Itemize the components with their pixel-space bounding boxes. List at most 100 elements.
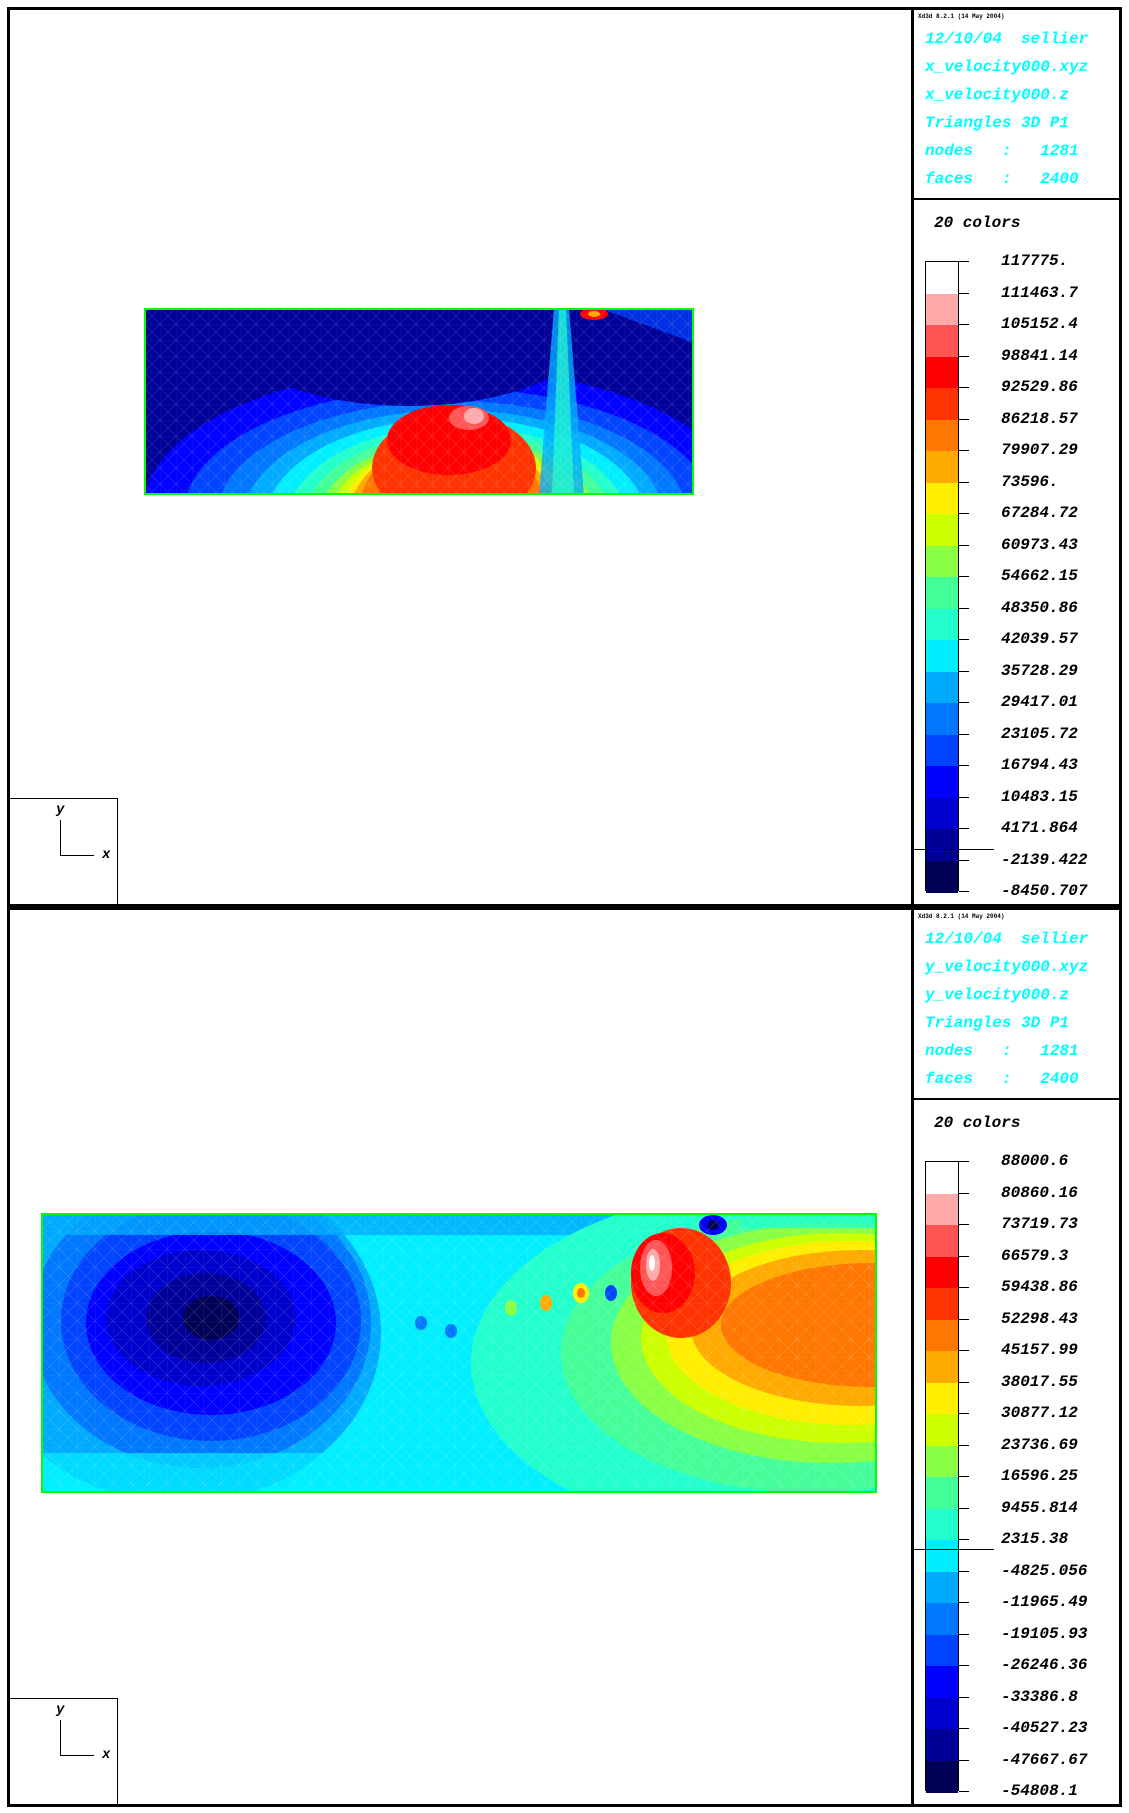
color-swatch	[926, 1162, 958, 1194]
scale-label: 60973.43	[1001, 535, 1078, 554]
scale-label: -54808.1	[1001, 1782, 1078, 1800]
color-swatch	[926, 514, 958, 546]
scale-tick	[959, 1255, 969, 1257]
color-swatch	[926, 671, 958, 704]
sidebar-separator	[914, 1098, 1119, 1100]
color-swatch	[926, 640, 958, 672]
y-axis-label: y	[56, 802, 65, 818]
x-axis-line	[60, 1755, 94, 1756]
scale-tick	[959, 1413, 969, 1414]
color-swatch	[926, 1319, 958, 1352]
info-list: 12/10/04 sellier y_velocity000.xyz y_vel…	[925, 925, 1088, 1093]
info-list: 12/10/04 sellier x_velocity000.xyz x_vel…	[925, 25, 1088, 193]
color-swatch	[926, 1256, 958, 1289]
y-axis-label: y	[56, 1702, 65, 1718]
color-swatch	[926, 1571, 958, 1604]
scale-tick	[959, 1539, 969, 1540]
scale-tick	[959, 765, 969, 766]
plot-area: y x	[10, 910, 911, 1804]
info-date: 12/10/04 sellier	[925, 30, 1089, 48]
scale-tick	[959, 733, 969, 735]
info-date: 12/10/04 sellier	[925, 930, 1089, 948]
axes-indicator: y x	[10, 798, 118, 904]
scale-label: 23105.72	[1001, 724, 1078, 743]
color-swatch	[926, 1603, 958, 1635]
scale-label: 54662.15	[1001, 567, 1078, 585]
info-faces: faces : 2400	[925, 1070, 1079, 1088]
color-swatch	[926, 1351, 958, 1383]
scale-tick	[959, 292, 969, 294]
scale-tick	[959, 261, 969, 262]
scale-tick	[959, 891, 969, 892]
scale-label: -2139.422	[1001, 850, 1088, 869]
scale-label: 9455.814	[1001, 1498, 1078, 1517]
scale-tick	[959, 607, 969, 609]
color-swatch	[926, 1477, 958, 1509]
y-axis-line	[60, 1720, 61, 1755]
scale-tick	[959, 544, 969, 546]
color-swatch	[926, 1760, 958, 1793]
scale-tick	[959, 576, 969, 577]
scale-label: 38017.55	[1001, 1372, 1078, 1391]
sidebar-separator	[914, 198, 1119, 200]
scale-tick	[959, 1318, 969, 1320]
color-swatch	[926, 451, 958, 483]
scale-tick	[959, 1507, 969, 1509]
color-swatch	[926, 325, 958, 357]
scale-tick	[959, 1381, 969, 1383]
scale-label: 98841.14	[1001, 346, 1078, 365]
scale-tick	[959, 1602, 969, 1603]
scale-tick	[959, 859, 969, 861]
scale-label: -47667.67	[1001, 1750, 1088, 1769]
scale-tick	[959, 828, 969, 829]
scale-label: -19105.93	[1001, 1624, 1088, 1643]
scale-label: 16794.43	[1001, 756, 1078, 774]
scale-label: 10483.15	[1001, 787, 1078, 806]
scale-label: -8450.707	[1001, 882, 1088, 900]
scale-label: 79907.29	[1001, 441, 1078, 459]
scale-label: 80860.16	[1001, 1183, 1078, 1202]
scale-tick	[959, 670, 969, 672]
color-swatch	[926, 766, 958, 798]
info-element-type: Triangles 3D P1	[925, 114, 1070, 132]
ncolors-label: 20 colors	[934, 1114, 1021, 1132]
scale-tick	[959, 1759, 969, 1761]
color-swatch	[926, 1382, 958, 1415]
scale-label: 48350.86	[1001, 598, 1078, 617]
color-swatch	[926, 1729, 958, 1761]
color-swatch	[926, 388, 958, 420]
scale-tick	[959, 513, 969, 514]
scale-label: -26246.36	[1001, 1656, 1088, 1674]
scale-tick	[959, 1444, 969, 1446]
scale-label: 30877.12	[1001, 1404, 1078, 1422]
panel-x-velocity: y x Xd3d 8.2.1 (14 May 2004) 12/10/04 se…	[7, 7, 1122, 907]
x-axis-label: x	[102, 847, 111, 863]
info-element-type: Triangles 3D P1	[925, 1014, 1070, 1032]
scale-tick	[959, 1728, 969, 1729]
color-scale-bar	[925, 261, 959, 893]
scale-label: 105152.4	[1001, 315, 1078, 333]
scale-label: 117775.	[1001, 252, 1069, 270]
info-nodes: nodes : 1281	[925, 142, 1079, 160]
scale-tick	[959, 1633, 969, 1635]
color-swatch	[926, 419, 958, 452]
scale-label: 45157.99	[1001, 1341, 1078, 1359]
info-z-file: y_velocity000.z	[925, 986, 1070, 1004]
color-swatch	[926, 797, 958, 830]
color-swatch	[926, 293, 958, 326]
scale-tick	[959, 1791, 969, 1792]
scale-tick	[959, 702, 969, 703]
scale-tick	[959, 1287, 969, 1288]
color-scale-bar	[925, 1161, 959, 1793]
x-axis-label: x	[102, 1747, 111, 1763]
color-swatch	[926, 860, 958, 893]
color-swatch	[926, 1697, 958, 1730]
scale-tick	[959, 1570, 969, 1572]
axes-indicator: y x	[10, 1698, 118, 1804]
color-swatch	[926, 703, 958, 735]
scale-tick	[959, 1224, 969, 1225]
scale-tick	[959, 1161, 969, 1162]
scale-tick	[959, 324, 969, 325]
scale-tick	[959, 1192, 969, 1194]
color-swatch	[926, 1288, 958, 1320]
